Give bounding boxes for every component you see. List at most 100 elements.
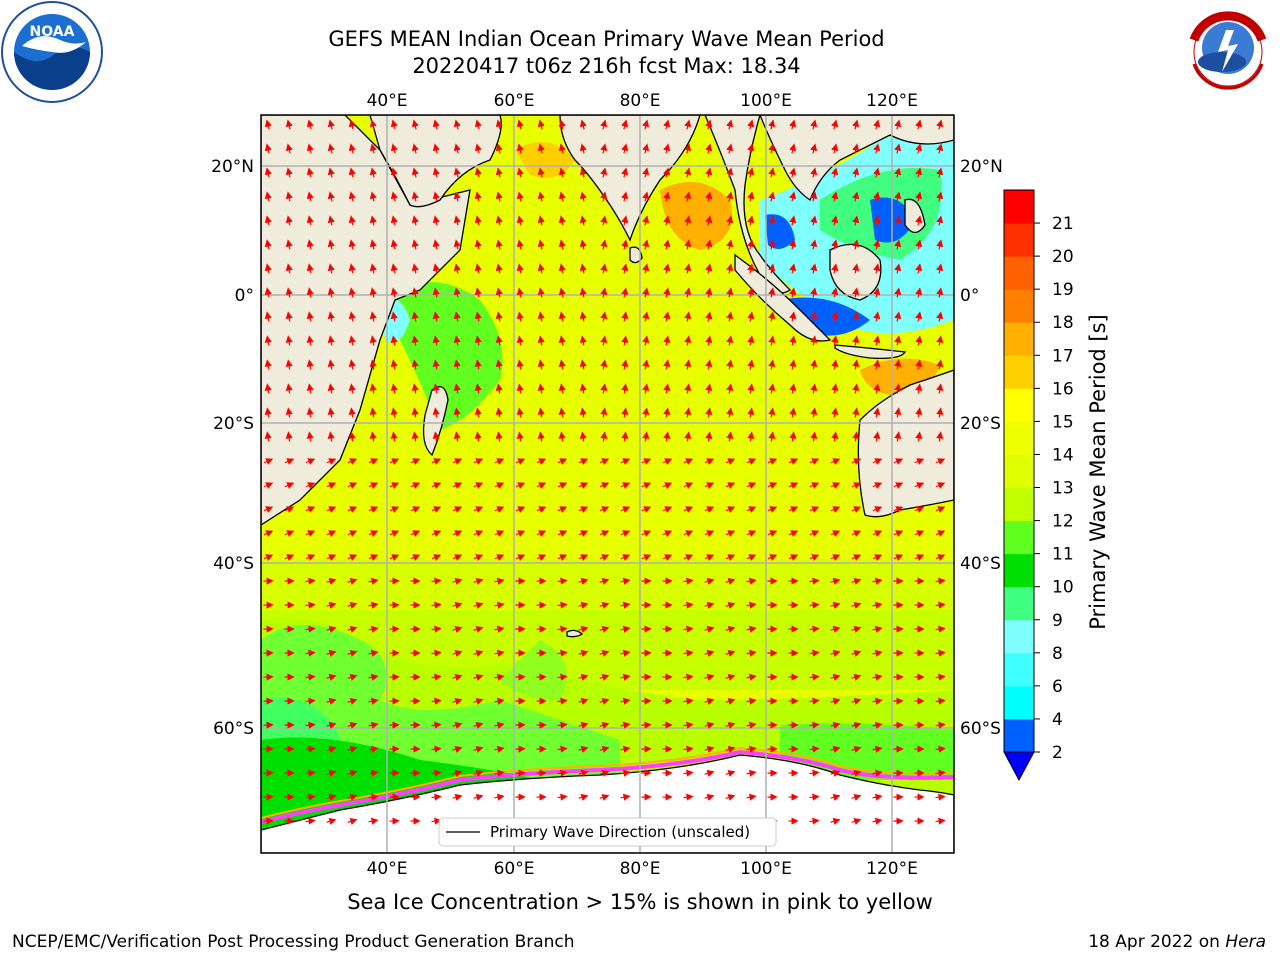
wave-direction-arrow <box>579 431 587 442</box>
colorbar-tick-label: 11 <box>1052 545 1074 565</box>
wave-direction-arrow <box>347 482 358 489</box>
wave-direction-arrow <box>894 263 902 274</box>
wave-direction-arrow <box>642 143 650 154</box>
wave-direction-arrow <box>726 335 734 346</box>
wave-direction-arrow <box>935 554 946 561</box>
wave-direction-arrow <box>516 431 524 442</box>
wave-direction-arrow <box>600 287 608 298</box>
map-frame <box>260 114 955 854</box>
lat-tick-left: 0° <box>235 286 254 306</box>
wave-direction-arrow <box>495 143 503 154</box>
wave-direction-arrow <box>935 458 946 465</box>
colorbar-segment <box>1004 619 1034 654</box>
wave-direction-arrow <box>663 335 671 346</box>
wave-direction-arrow <box>327 407 335 418</box>
wave-direction-arrow <box>894 119 902 130</box>
wave-direction-arrow <box>452 793 463 801</box>
wave-direction-arrow <box>620 625 631 633</box>
wave-direction-arrow <box>306 359 314 370</box>
wave-direction-arrow <box>558 359 566 370</box>
wave-direction-arrow <box>285 359 293 370</box>
wave-direction-arrow <box>726 287 734 298</box>
wave-direction-arrow <box>473 530 484 537</box>
wave-direction-arrow <box>348 407 356 418</box>
wave-direction-arrow <box>768 383 776 394</box>
wave-direction-arrow <box>726 239 734 250</box>
wave-direction-arrow <box>264 335 272 346</box>
wave-direction-arrow <box>684 311 692 322</box>
wave-direction-arrow <box>306 287 314 298</box>
wave-direction-arrow <box>431 697 442 705</box>
wave-direction-arrow <box>516 287 524 298</box>
wave-direction-arrow <box>809 817 820 825</box>
wave-direction-arrow <box>431 673 442 681</box>
wave-direction-arrow <box>809 506 820 513</box>
wave-direction-arrow <box>768 431 776 442</box>
wave-direction-arrow <box>369 311 377 322</box>
wave-direction-arrow <box>495 119 503 130</box>
wave-direction-arrow <box>369 431 377 442</box>
wave-direction-arrow <box>852 407 860 418</box>
wave-direction-arrow <box>621 407 629 418</box>
wave-direction-arrow <box>683 625 694 633</box>
wave-direction-arrow <box>306 143 314 154</box>
wave-direction-arrow <box>432 359 440 370</box>
wave-direction-arrow <box>830 769 841 777</box>
wave-direction-arrow <box>348 215 356 226</box>
wave-direction-arrow <box>915 263 923 274</box>
footer-machine: Hera <box>1225 932 1266 952</box>
wave-direction-arrow <box>663 191 671 202</box>
wave-direction-arrow <box>326 506 337 513</box>
wave-direction-arrow <box>474 359 482 370</box>
wave-direction-arrow <box>683 530 694 537</box>
wave-direction-arrow <box>557 745 568 753</box>
wave-direction-arrow <box>915 215 923 226</box>
wave-direction-arrow <box>347 697 358 705</box>
wave-direction-arrow <box>851 554 862 561</box>
wave-direction-arrow <box>893 482 904 489</box>
wave-direction-arrow <box>600 191 608 202</box>
wave-direction-arrow <box>411 431 419 442</box>
colorbar-segment <box>1004 553 1034 588</box>
wave-direction-arrow <box>327 263 335 274</box>
wave-direction-arrow <box>453 407 461 418</box>
wave-direction-arrow <box>684 263 692 274</box>
wave-direction-arrow <box>642 335 650 346</box>
wave-direction-arrow <box>557 554 568 561</box>
wave-direction-arrow <box>851 530 862 537</box>
wave-direction-arrow <box>515 506 526 513</box>
wave-direction-arrow <box>620 554 631 561</box>
wave-direction-arrow <box>411 191 419 202</box>
wave-direction-arrow <box>873 383 881 394</box>
wave-direction-arrow <box>348 287 356 298</box>
wave-direction-arrow <box>872 482 883 489</box>
wave-direction-arrow <box>389 506 400 513</box>
wave-direction-arrow <box>620 649 631 657</box>
wave-direction-arrow <box>326 458 337 465</box>
wave-direction-arrow <box>578 769 589 777</box>
wave-direction-arrow <box>747 311 755 322</box>
wave-direction-arrow <box>347 577 358 585</box>
wave-direction-arrow <box>516 263 524 274</box>
wave-direction-arrow <box>746 554 757 561</box>
wave-direction-arrow <box>285 239 293 250</box>
wave-direction-arrow <box>704 601 715 609</box>
wave-direction-arrow <box>473 601 484 609</box>
wave-direction-arrow <box>557 625 568 633</box>
wave-direction-arrow <box>516 335 524 346</box>
wave-direction-arrow <box>557 530 568 537</box>
wave-direction-arrow <box>599 769 610 777</box>
wave-direction-arrow <box>621 263 629 274</box>
wave-direction-arrow <box>704 625 715 633</box>
wave-direction-arrow <box>852 359 860 370</box>
wave-direction-arrow <box>746 601 757 609</box>
wave-direction-arrow <box>389 554 400 561</box>
wave-direction-arrow <box>705 191 713 202</box>
wave-direction-arrow <box>327 119 335 130</box>
wave-direction-arrow <box>368 482 379 489</box>
wave-direction-arrow <box>599 649 610 657</box>
wave-direction-arrow <box>305 673 316 681</box>
wave-direction-arrow <box>684 191 692 202</box>
wave-direction-arrow <box>683 721 694 729</box>
wave-direction-arrow <box>914 530 925 537</box>
